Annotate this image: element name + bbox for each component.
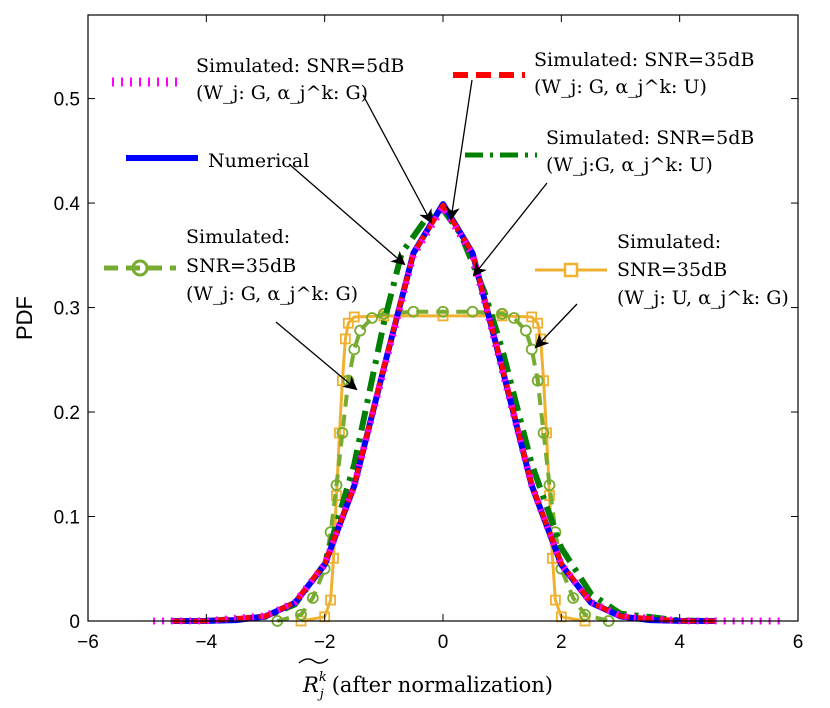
series-sim-snr35-gg — [271, 305, 615, 627]
y-tick-label: 0.5 — [54, 90, 80, 111]
data-point-circle — [525, 343, 538, 356]
data-point-circle — [366, 312, 378, 324]
ann-snr35-gu-line2: (W_j: G, α_j^k: U) — [534, 76, 707, 98]
ann-snr35-gg-line1: Simulated: — [186, 226, 290, 248]
data-point-circle — [407, 305, 420, 318]
ann-snr35-gg-line3: (W_j: G, α_j^k: G) — [186, 283, 358, 305]
ann-snr5-gg-line2: (W_j: G, α_j^k: G) — [196, 82, 368, 104]
data-point-circle — [354, 324, 367, 337]
series-line-sim-snr35-gg — [276, 309, 610, 623]
x-tick-label: −2 — [314, 632, 336, 653]
y-tick-label: 0.1 — [54, 508, 80, 529]
data-point-circle — [330, 479, 343, 492]
arrow-snr5-gg — [362, 94, 432, 224]
data-point-square — [339, 333, 351, 345]
data-point-circle — [519, 324, 532, 337]
data-point-circle — [567, 592, 580, 604]
ann-snr35-ug-line2: SNR=35dB — [617, 259, 727, 281]
x-tick-label: 0 — [438, 632, 449, 653]
xlabel-sub: j — [317, 687, 324, 702]
y-tick-label: 0.4 — [54, 194, 81, 215]
legend-sample-snr35-gg — [104, 259, 176, 277]
ann-snr35-ug-line3: (W_j: U, α_j^k: G) — [617, 287, 789, 309]
data-point-circle — [295, 608, 307, 621]
xlabel-suffix: (after normalization) — [332, 673, 553, 697]
data-point-square — [532, 317, 544, 329]
y-tick-label: 0 — [69, 612, 80, 633]
ann-snr5-gu-line2: (W_j:G, α_j^k: U) — [546, 154, 713, 176]
data-point-circle — [336, 427, 349, 439]
data-point-circle — [348, 343, 361, 356]
data-point-circle — [306, 592, 319, 604]
xlabel-var: R — [302, 673, 319, 697]
legend-sample-snr35-ug — [535, 262, 607, 278]
data-point-circle — [508, 312, 520, 324]
data-point-circle — [531, 374, 544, 387]
arrow-snr35-gg — [275, 321, 358, 391]
data-point-circle — [377, 307, 390, 320]
data-point-circle — [437, 305, 449, 318]
ann-snr35-ug-line1: Simulated: — [617, 231, 721, 253]
y-tick-label: 0.2 — [54, 403, 80, 424]
arrow-snr5-gu — [472, 182, 548, 277]
legend-annotations: Simulated: SNR=5dB (W_j: G, α_j^k: G) Si… — [104, 49, 789, 391]
xlabel-sup: k — [319, 670, 327, 685]
data-point-circle — [579, 608, 591, 621]
ann-snr35-gg-line2: SNR=35dB — [186, 255, 296, 277]
x-tick-label: 4 — [674, 632, 685, 653]
ann-snr35-gu-line1: Simulated: SNR=35dB — [534, 49, 754, 71]
xlabel-tilde — [298, 658, 329, 664]
tick-layer: −6 −4 −2 0 2 4 6 0 0.1 0.2 0.3 0.4 0.5 — [54, 15, 804, 653]
series-layer — [153, 201, 787, 627]
data-point-square — [325, 594, 336, 606]
data-point-circle — [496, 307, 509, 320]
plot-background — [88, 15, 798, 621]
ann-snr5-gu-line1: Simulated: SNR=5dB — [546, 127, 754, 149]
x-tick-label: −4 — [195, 632, 217, 653]
x-tick-label: 6 — [793, 632, 804, 653]
data-point-square — [526, 311, 538, 323]
ylabel: PDF — [12, 296, 37, 340]
data-point-square — [342, 317, 354, 329]
data-point-circle — [543, 479, 556, 492]
x-tick-label: 2 — [556, 632, 567, 653]
y-tick-label: 0.3 — [54, 299, 80, 320]
x-tick-label: −6 — [77, 632, 99, 653]
data-point-square — [550, 594, 561, 606]
xlabel: Rk j (after normalization) — [298, 658, 553, 702]
ann-numerical: Numerical — [208, 150, 309, 172]
arrow-numerical — [288, 163, 406, 266]
svg-text:Rkj(after normalization): Rk j (after normalization) — [302, 670, 553, 702]
data-point-circle — [537, 427, 550, 439]
data-point-circle — [466, 305, 479, 318]
ann-snr5-gg-line1: Simulated: SNR=5dB — [196, 55, 404, 77]
data-point-square — [348, 311, 360, 323]
arrow-snr35-ug — [534, 303, 578, 349]
arrow-snr35-gu — [445, 79, 473, 221]
